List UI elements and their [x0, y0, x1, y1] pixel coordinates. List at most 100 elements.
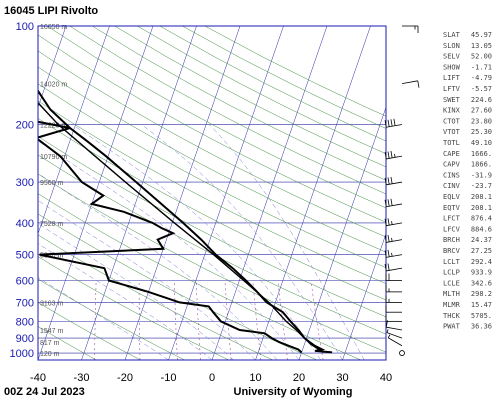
dry-adiabat: [38, 83, 386, 268]
dry-adiabat: [38, 326, 97, 360]
isotherm-line: [38, 26, 154, 360]
index-value: 23.80: [471, 117, 492, 125]
pressure-tick-label: 800: [16, 316, 34, 328]
index-value: 52.00: [471, 53, 492, 61]
pressure-tick-label: 300: [16, 177, 34, 189]
pressure-tick-label: 200: [16, 119, 34, 131]
moist-adiabat: [141, 124, 343, 360]
wind-barb-feather: [384, 250, 387, 258]
index-value: 36.36: [471, 323, 492, 331]
stability-indices: SLAT 45.97 SLON 13.05 SELV 52.00 SHOW -1.71 LIFT…: [443, 31, 492, 331]
index-label: CINV: [443, 182, 461, 190]
wind-barb-feather: [390, 198, 393, 206]
height-label: 1547 m: [40, 328, 64, 335]
index-label: EQTV: [443, 204, 461, 212]
temperature-tick-label: -40: [30, 372, 46, 384]
dry-adiabat: [38, 117, 386, 301]
wind-barb-feather: [387, 199, 390, 207]
index-label: KINX: [443, 107, 461, 115]
chart-title: 16045 LIPI Rivolto: [4, 5, 98, 17]
dry-adiabat: [92, 26, 386, 181]
height-label: 14020 m: [40, 82, 67, 89]
isotherm-line: [298, 106, 386, 360]
isotherm-line: [255, 26, 371, 360]
index-value: 933.9: [471, 269, 492, 277]
wind-barb-staff: [386, 222, 403, 227]
wind-barb-staff: [386, 326, 403, 331]
dry-adiabat: [38, 213, 318, 360]
mixing-ratio-line: [195, 280, 201, 360]
isotherm-line: [38, 26, 110, 235]
dry-adiabat: [38, 34, 386, 223]
index-value: -31.9: [471, 171, 492, 179]
wind-barb-staff: [386, 332, 403, 339]
height-label: 3163 m: [40, 300, 64, 307]
index-value: 45.97: [471, 31, 492, 39]
dry-adiabat: [38, 136, 386, 318]
index-value: 1866.: [471, 161, 492, 169]
height-label: 10790 m: [40, 154, 67, 161]
index-value: 13.05: [471, 42, 492, 50]
index-label: VTOT: [443, 128, 461, 136]
index-value: -1.71: [471, 63, 492, 71]
height-label: 9560 m: [40, 180, 64, 187]
temperature-tick-label: 40: [380, 372, 392, 384]
wind-barb-feather: [384, 177, 387, 185]
dry-adiabat: [38, 234, 273, 360]
data-source: University of Wyoming: [234, 386, 353, 398]
wind-barb-half-feather: [391, 221, 393, 225]
mixing-ratio-line: [277, 280, 288, 360]
pressure-tick-label: 600: [16, 276, 34, 288]
wind-barb-staff: [386, 203, 403, 208]
pressure-tick-label: 900: [16, 333, 34, 345]
index-label: LCLP: [443, 269, 460, 277]
index-value: 298.2: [471, 290, 492, 298]
wind-barb-staff: [386, 267, 403, 272]
dry-adiabat: [38, 193, 362, 360]
wind-barb-calm: [399, 350, 405, 356]
index-value: 49.10: [471, 139, 492, 147]
index-value: 5705.: [471, 312, 492, 320]
wind-barb-feather: [390, 176, 393, 184]
wind-barb-half-feather: [391, 252, 393, 257]
wind-barb-feather: [387, 249, 390, 257]
index-label: PWAT: [443, 323, 461, 331]
moist-adiabat: [38, 140, 300, 360]
index-value: 208.1: [471, 193, 492, 201]
height-label: 12220 m: [40, 122, 67, 129]
index-value: 15.47: [471, 301, 492, 309]
moist-adiabat: [38, 243, 213, 360]
pressure-axis: 100 200 300 400 500 600 700 800 900 1000: [10, 21, 34, 360]
dry-adiabat: [38, 66, 386, 253]
wind-barb-feather: [390, 119, 393, 127]
height-label: 120 m: [40, 351, 60, 358]
index-label: EQLV: [443, 193, 461, 201]
dry-adiabat: [114, 26, 386, 168]
isotherm-line: [124, 26, 241, 360]
wind-barb-feather: [387, 151, 390, 159]
height-label: 817 m: [40, 340, 60, 347]
index-value: 24.37: [471, 236, 492, 244]
index-label: BRCV: [443, 247, 461, 255]
wind-barb-half-feather: [394, 153, 396, 158]
wind-barbs: [384, 25, 420, 356]
index-label: CAPE: [443, 150, 460, 158]
dewpoint-line: [38, 120, 303, 354]
plot-frame: [37, 25, 387, 361]
index-label: MLMR: [443, 301, 461, 309]
index-label: LFCT: [443, 215, 461, 223]
index-label: SWET: [443, 96, 461, 104]
isotherm-line: [211, 26, 328, 360]
parcel-line: [38, 101, 324, 353]
index-value: 342.6: [471, 279, 492, 287]
moist-adiabat: [209, 124, 365, 360]
index-label: TOTL: [443, 139, 460, 147]
moist-adiabat: [38, 277, 169, 360]
index-label: LCLT: [443, 258, 461, 266]
wind-barb-feather: [387, 234, 390, 242]
wind-barb-feather: [384, 199, 387, 207]
index-label: BRCH: [443, 236, 460, 244]
wind-barb-staff: [386, 239, 403, 243]
height-label: 16650 m: [40, 24, 67, 31]
mixing-ratio-line: [138, 280, 141, 360]
